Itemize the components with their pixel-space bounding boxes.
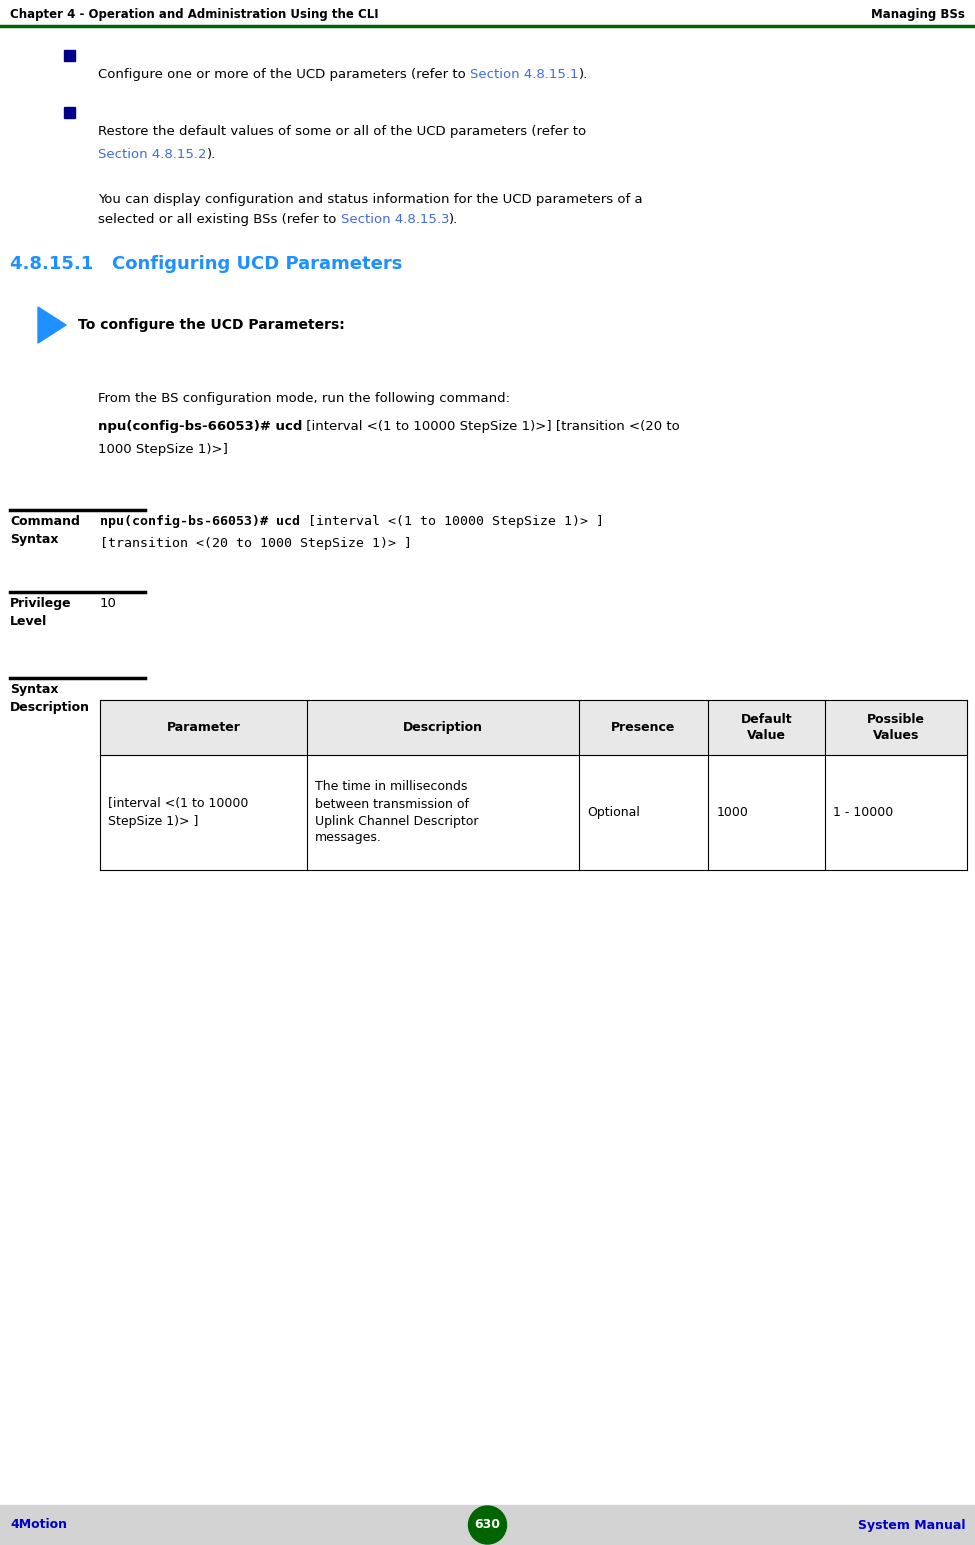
Text: You can display configuration and status information for the UCD parameters of a: You can display configuration and status…	[98, 193, 643, 205]
Circle shape	[469, 1506, 506, 1543]
Text: Privilege
Level: Privilege Level	[10, 596, 71, 627]
Polygon shape	[38, 307, 66, 343]
Text: Default
Value: Default Value	[741, 712, 793, 742]
Text: Parameter: Parameter	[167, 722, 241, 734]
Text: The time in milliseconds
between transmission of
Uplink Channel Descriptor
messa: The time in milliseconds between transmi…	[315, 780, 479, 845]
Text: ).: ).	[207, 148, 215, 161]
Text: Description: Description	[403, 722, 483, 734]
Bar	[64, 107, 75, 117]
Text: Possible
Values: Possible Values	[867, 712, 925, 742]
Text: [interval <(1 to 10000
StepSize 1)> ]: [interval <(1 to 10000 StepSize 1)> ]	[108, 797, 249, 828]
Text: 1000 StepSize 1)>]: 1000 StepSize 1)>]	[98, 443, 228, 456]
Text: Chapter 4 - Operation and Administration Using the CLI: Chapter 4 - Operation and Administration…	[10, 8, 378, 22]
Text: Configure one or more of the UCD parameters (refer to: Configure one or more of the UCD paramet…	[98, 68, 470, 80]
Text: 4Motion: 4Motion	[10, 1519, 67, 1531]
Text: Managing BSs: Managing BSs	[871, 8, 965, 22]
Text: Optional: Optional	[587, 806, 640, 819]
Text: [transition <(20 to 1000 StepSize 1)> ]: [transition <(20 to 1000 StepSize 1)> ]	[100, 538, 412, 550]
Bar	[0, 1505, 975, 1545]
Text: From the BS configuration mode, run the following command:: From the BS configuration mode, run the …	[98, 392, 510, 405]
Text: Restore the default values of some or all of the UCD parameters (refer to: Restore the default values of some or al…	[98, 125, 586, 138]
Text: Syntax
Description: Syntax Description	[10, 683, 90, 714]
Text: Command
Syntax: Command Syntax	[10, 514, 80, 545]
Bar	[100, 700, 967, 756]
Text: 1 - 10000: 1 - 10000	[833, 806, 893, 819]
Text: 10: 10	[100, 596, 117, 610]
Text: Section 4.8.15.1: Section 4.8.15.1	[470, 68, 578, 80]
Text: Section 4.8.15.3: Section 4.8.15.3	[340, 213, 449, 226]
Text: npu(config-bs-66053)# ucd: npu(config-bs-66053)# ucd	[100, 514, 300, 528]
Text: [interval <(1 to 10000 StepSize 1)>] [transition <(20 to: [interval <(1 to 10000 StepSize 1)>] [tr…	[302, 420, 681, 433]
Bar	[64, 49, 75, 60]
Text: 4.8.15.1   Configuring UCD Parameters: 4.8.15.1 Configuring UCD Parameters	[10, 255, 403, 273]
Text: selected or all existing BSs (refer to: selected or all existing BSs (refer to	[98, 213, 340, 226]
Text: System Manual: System Manual	[857, 1519, 965, 1531]
Text: 630: 630	[475, 1519, 500, 1531]
Text: ).: ).	[449, 213, 458, 226]
Text: npu(config-bs-66053)# ucd: npu(config-bs-66053)# ucd	[98, 420, 302, 433]
Text: Presence: Presence	[611, 722, 676, 734]
Text: ).: ).	[578, 68, 588, 80]
Text: 1000: 1000	[717, 806, 748, 819]
Text: To configure the UCD Parameters:: To configure the UCD Parameters:	[78, 318, 345, 332]
Text: [interval <(1 to 10000 StepSize 1)> ]: [interval <(1 to 10000 StepSize 1)> ]	[300, 514, 604, 528]
Text: Section 4.8.15.2: Section 4.8.15.2	[98, 148, 207, 161]
